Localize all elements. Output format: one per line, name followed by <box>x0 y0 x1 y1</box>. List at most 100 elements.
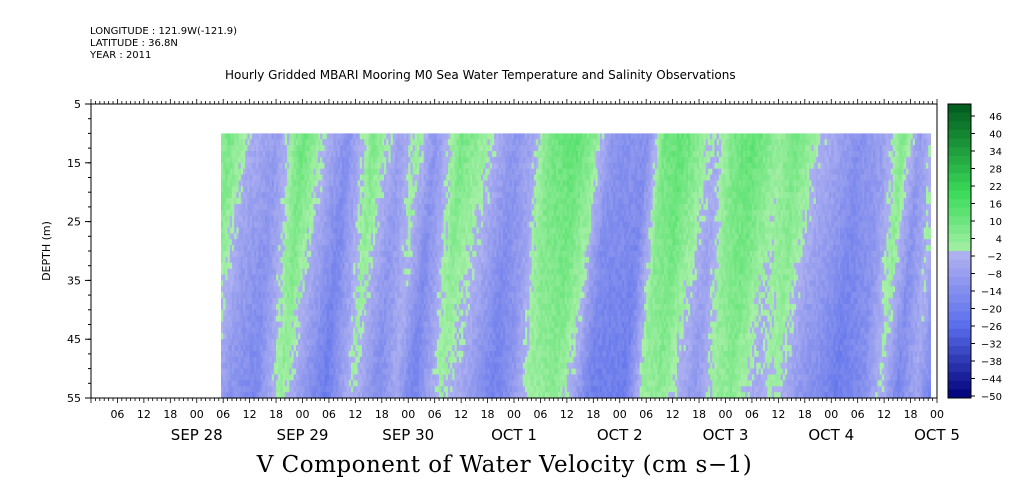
heatmap-cell <box>350 298 354 305</box>
heatmap-cell <box>273 180 277 187</box>
heatmap-cell <box>379 350 383 358</box>
heatmap-cell <box>311 186 315 193</box>
heatmap-cell <box>306 203 310 211</box>
heatmap-cell <box>225 356 229 364</box>
heatmap-cell <box>315 233 319 240</box>
heatmap-cell <box>289 309 293 317</box>
heatmap-cell <box>361 327 365 334</box>
heatmap-cell <box>306 145 310 152</box>
heatmap-cell <box>311 262 315 270</box>
heatmap-cell <box>425 251 429 258</box>
heatmap-cell <box>234 180 237 187</box>
heatmap-cell <box>359 203 363 211</box>
heatmap-cell <box>331 209 334 217</box>
heatmap-cell <box>348 262 352 270</box>
heatmap-cell <box>432 315 436 323</box>
heatmap-cell <box>331 327 334 334</box>
heatmap-cell <box>302 192 306 199</box>
heatmap-cell <box>291 339 295 346</box>
heatmap-cell <box>445 362 449 370</box>
heatmap-cell <box>419 292 423 299</box>
heatmap-cell <box>357 145 361 152</box>
heatmap-cell <box>406 327 409 334</box>
heatmap-cell <box>410 145 414 152</box>
heatmap-cell <box>306 233 310 240</box>
heatmap-cell <box>441 345 445 352</box>
heatmap-cell <box>220 286 224 293</box>
heatmap-cell <box>229 362 233 370</box>
heatmap-cell <box>238 315 242 323</box>
heatmap-cell <box>276 298 279 305</box>
heatmap-cell <box>238 362 242 370</box>
heatmap-cell <box>397 380 401 387</box>
heatmap-cell <box>326 292 330 299</box>
heatmap-cell <box>443 221 447 229</box>
heatmap-cell <box>445 227 449 234</box>
heatmap-cell <box>331 374 334 381</box>
heatmap-cell <box>333 315 337 323</box>
heatmap-cell <box>410 286 414 293</box>
heatmap-cell <box>249 286 253 293</box>
heatmap-cell <box>419 251 423 258</box>
heatmap-cell <box>397 186 401 193</box>
heatmap-cell <box>256 292 260 299</box>
heatmap-cell <box>291 151 295 158</box>
heatmap-cell <box>384 280 387 287</box>
heatmap-cell <box>298 298 301 305</box>
heatmap-cell <box>304 186 308 193</box>
heatmap-cell <box>403 345 407 352</box>
heatmap-cell <box>306 174 310 182</box>
heatmap-cell <box>234 209 237 217</box>
heatmap-cell <box>430 303 434 311</box>
heatmap-cell <box>278 374 282 381</box>
heatmap-cell <box>265 392 268 399</box>
heatmap-cell <box>265 292 268 299</box>
heatmap-cell <box>249 386 253 393</box>
heatmap-cell <box>439 321 442 329</box>
heatmap-cell <box>445 162 449 170</box>
heatmap-cell <box>348 345 352 352</box>
heatmap-cell <box>267 392 271 399</box>
heatmap-cell <box>262 380 266 387</box>
heatmap-cell <box>381 239 385 246</box>
heatmap-cell <box>223 368 226 376</box>
heatmap-cell <box>452 180 456 187</box>
heatmap-cell <box>373 333 376 340</box>
heatmap-cell <box>406 215 409 223</box>
heatmap-cell <box>276 203 279 211</box>
heatmap-cell <box>333 139 337 146</box>
heatmap-cell <box>381 327 385 334</box>
heatmap-cell <box>454 209 458 217</box>
heatmap-cell <box>392 174 396 182</box>
heatmap-cell <box>428 392 431 399</box>
heatmap-cell <box>441 215 445 223</box>
heatmap-cell <box>430 162 434 170</box>
heatmap-cell <box>271 139 275 146</box>
heatmap-cell <box>276 392 279 399</box>
heatmap-cell <box>293 203 297 211</box>
heatmap-cell <box>364 321 367 329</box>
heatmap-cell <box>284 133 288 140</box>
heatmap-cell <box>353 215 356 223</box>
heatmap-cell <box>313 168 317 176</box>
heatmap-cell <box>412 309 416 317</box>
heatmap-cell <box>300 139 304 146</box>
heatmap-cell <box>432 203 436 211</box>
heatmap-cell <box>447 292 451 299</box>
heatmap-cell <box>313 392 317 399</box>
heatmap-cell <box>225 368 229 376</box>
heatmap-cell <box>350 180 354 187</box>
heatmap-cell <box>295 392 299 399</box>
heatmap-cell <box>333 327 337 334</box>
heatmap-cell <box>406 368 409 376</box>
heatmap-cell <box>406 321 409 329</box>
heatmap-cell <box>322 256 326 264</box>
heatmap-cell <box>311 227 315 234</box>
heatmap-cell <box>403 386 407 393</box>
heatmap-cell <box>410 209 414 217</box>
heatmap-cell <box>276 350 279 358</box>
heatmap-cell <box>245 139 249 146</box>
heatmap-cell <box>410 156 414 164</box>
heatmap-cell <box>326 215 330 223</box>
heatmap-cell <box>395 139 398 146</box>
